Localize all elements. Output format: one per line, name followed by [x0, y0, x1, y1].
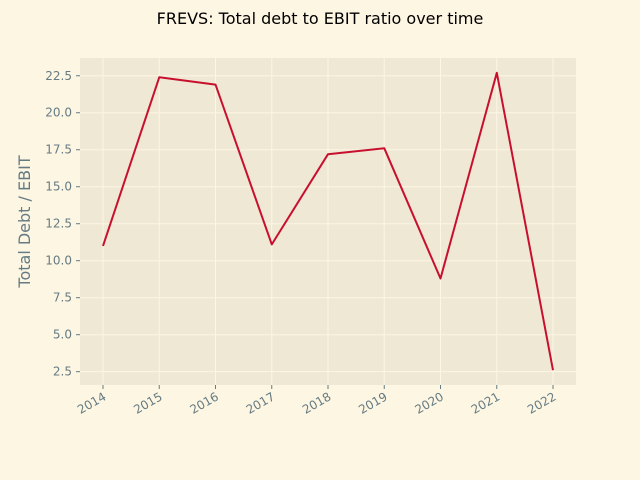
x-tick-label: 2019	[356, 389, 389, 416]
y-tick-label: 20.0	[45, 106, 72, 120]
y-tick-label: 10.0	[45, 254, 72, 268]
x-axis: 2014 2015 2016 2017 2018 2019 2020 2021 2022	[75, 385, 559, 417]
chart-title: FREVS: Total debt to EBIT ratio over tim…	[157, 9, 484, 28]
y-axis: 2.5 5.0 7.5 10.0 12.5 15.0 17.5 20.0 22.5	[45, 69, 80, 379]
y-tick-label: 22.5	[45, 69, 72, 83]
y-tick-label: 5.0	[53, 328, 72, 342]
y-tick-label: 2.5	[53, 365, 72, 379]
x-tick-label: 2022	[525, 389, 558, 416]
y-axis-label: Total Debt / EBIT	[15, 155, 34, 288]
x-tick-label: 2016	[188, 389, 221, 416]
y-tick-label: 17.5	[45, 143, 72, 157]
x-tick-label: 2018	[300, 389, 333, 416]
x-tick-label: 2021	[469, 389, 502, 416]
x-tick-label: 2017	[244, 389, 277, 416]
y-tick-label: 12.5	[45, 217, 72, 231]
y-tick-label: 7.5	[53, 291, 72, 305]
series-line	[102, 71, 554, 371]
y-tick-label: 15.0	[45, 180, 72, 194]
x-tick-label: 2020	[413, 389, 446, 416]
x-tick-label: 2015	[131, 389, 164, 416]
grid-lines	[80, 58, 576, 385]
x-tick-label: 2014	[75, 389, 108, 416]
